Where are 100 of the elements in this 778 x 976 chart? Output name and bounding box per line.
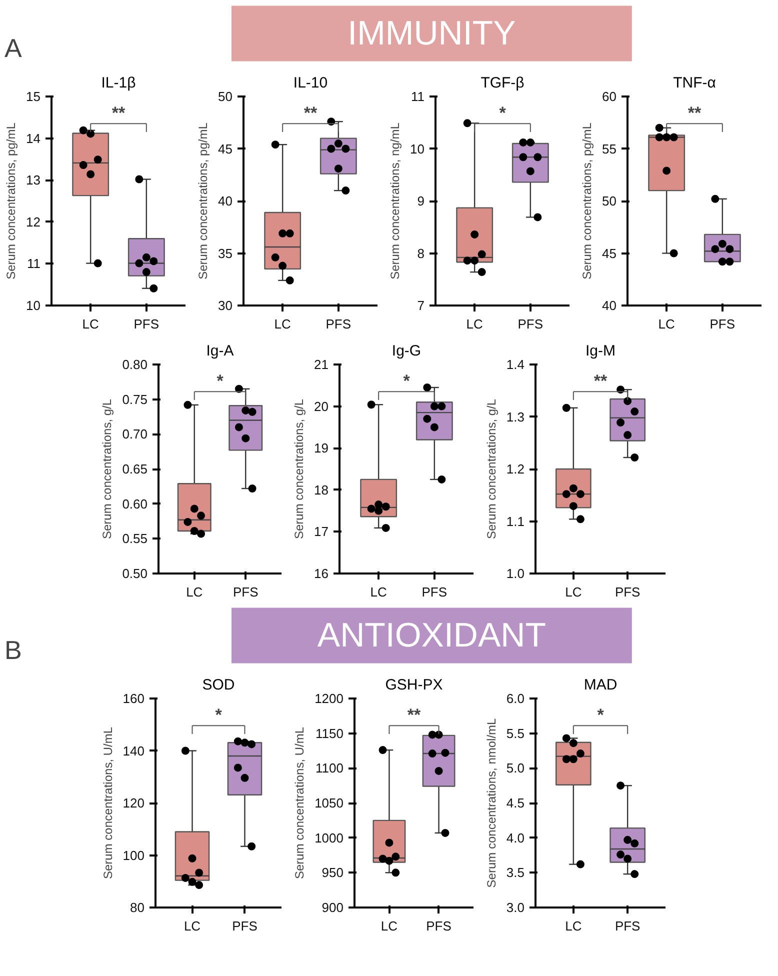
y-tick-label: 10 bbox=[26, 298, 41, 313]
chart-title: TGF-β bbox=[480, 74, 525, 92]
y-tick-label: 4.5 bbox=[506, 796, 525, 810]
x-tick-label: PFS bbox=[614, 584, 641, 600]
y-axis-title: Serum concentrations, nmol/mL bbox=[484, 718, 498, 888]
y-tick-label: 9 bbox=[417, 194, 425, 208]
y-tick-label: 8 bbox=[417, 246, 425, 261]
y-tick-label: 950 bbox=[322, 865, 344, 880]
y-tick-label: 900 bbox=[322, 900, 344, 915]
y-tick-label: 140 bbox=[122, 743, 145, 758]
annotation: * bbox=[499, 104, 506, 123]
y-tick-label: 5.5 bbox=[506, 726, 525, 741]
y-axis-title: Serum concentrations, ng/mL bbox=[388, 122, 402, 280]
y-tick-label: 0.65 bbox=[122, 462, 148, 476]
x-tick-label: LC bbox=[565, 584, 582, 600]
y-tick-label: 45 bbox=[218, 141, 233, 156]
x-tick-label: LC bbox=[658, 316, 675, 332]
y-tick-label: 1000 bbox=[314, 830, 344, 846]
chart-title: TNF-α bbox=[673, 74, 716, 92]
y-tick-label: 20 bbox=[314, 398, 329, 414]
x-tick-label: LC bbox=[370, 584, 387, 600]
x-tick-label: LC bbox=[82, 316, 99, 332]
y-tick-label: 5.0 bbox=[506, 760, 525, 776]
x-tick-label: LC bbox=[184, 918, 201, 934]
x-tick-label: PFS bbox=[518, 316, 544, 332]
annotation: ** bbox=[688, 104, 702, 123]
y-tick-label: 0.50 bbox=[122, 566, 148, 581]
y-axis-title: Serum concentrations, pg/mL bbox=[196, 122, 210, 280]
text: A bbox=[4, 33, 22, 64]
annotation: * bbox=[597, 706, 604, 725]
chart-title: Ig-G bbox=[392, 342, 422, 360]
y-tick-label: 19 bbox=[314, 440, 329, 456]
y-tick-label: 13 bbox=[26, 172, 41, 188]
y-tick-label: 11 bbox=[411, 89, 425, 104]
x-tick-label: PFS bbox=[710, 316, 736, 332]
annotation: ** bbox=[112, 104, 126, 123]
y-tick-label: 16 bbox=[314, 566, 329, 581]
x-tick-label: LC bbox=[565, 918, 582, 934]
y-tick-label: 14 bbox=[26, 130, 41, 146]
y-axis-title: Serum concentrations, g/L bbox=[484, 398, 498, 540]
y-tick-label: 55 bbox=[602, 141, 617, 156]
y-tick-label: 30 bbox=[218, 298, 233, 313]
y-tick-label: 35 bbox=[218, 246, 233, 261]
chart-title: Ig-M bbox=[586, 342, 616, 360]
text: B bbox=[4, 635, 22, 666]
y-tick-label: 0.70 bbox=[122, 426, 148, 442]
y-tick-label: 6.0 bbox=[506, 691, 525, 706]
chart-title: MAD bbox=[584, 676, 618, 694]
y-axis-title: Serum concentrations, U/mL bbox=[100, 726, 115, 880]
y-tick-label: 0.60 bbox=[122, 496, 148, 512]
y-tick-label: 1200 bbox=[314, 691, 344, 706]
x-tick-label: PFS bbox=[232, 918, 258, 934]
y-tick-label: 45 bbox=[602, 246, 617, 261]
y-tick-label: 1100 bbox=[316, 760, 344, 776]
y-axis-title: Serum concentrations, U/mL bbox=[292, 726, 307, 880]
x-tick-label: PFS bbox=[426, 918, 452, 934]
x-tick-label: LC bbox=[466, 316, 483, 332]
y-tick-label: 17 bbox=[314, 524, 329, 540]
x-tick-label: LC bbox=[186, 584, 203, 600]
y-tick-label: 1150 bbox=[316, 726, 344, 741]
x-tick-label: LC bbox=[380, 918, 398, 934]
x-tick-label: LC bbox=[274, 316, 291, 332]
y-tick-label: 1.1 bbox=[506, 514, 525, 529]
y-tick-label: 3.5 bbox=[506, 865, 525, 880]
y-tick-label: 4.0 bbox=[506, 830, 525, 846]
y-tick-label: 1.4 bbox=[506, 357, 525, 372]
y-tick-label: 50 bbox=[602, 194, 617, 208]
annotation: ** bbox=[304, 104, 318, 123]
annotation: ** bbox=[594, 372, 608, 391]
y-tick-label: 1.2 bbox=[506, 462, 525, 476]
annotation: * bbox=[403, 372, 410, 391]
text: ANTIOXIDANT bbox=[317, 616, 546, 654]
annotation: ** bbox=[407, 706, 421, 725]
y-tick-label: 160 bbox=[122, 691, 145, 706]
chart-title: SOD bbox=[202, 676, 235, 694]
y-axis-title: Serum concentrations, g/L bbox=[100, 398, 114, 540]
annotation: * bbox=[216, 372, 224, 391]
chart-title: IL-10 bbox=[293, 74, 328, 92]
text: IMMUNITY bbox=[348, 14, 516, 52]
y-tick-label: 1.3 bbox=[506, 409, 525, 424]
y-tick-label: 0.75 bbox=[122, 392, 148, 407]
chart-title: IL-1β bbox=[101, 74, 136, 92]
x-tick-label: PFS bbox=[614, 918, 641, 934]
y-tick-label: 3.0 bbox=[506, 900, 525, 915]
y-tick-label: 18 bbox=[314, 482, 329, 498]
y-tick-label: 0.55 bbox=[122, 531, 148, 546]
x-tick-label: PFS bbox=[422, 584, 448, 600]
y-tick-label: 0.80 bbox=[122, 357, 148, 372]
y-tick-label: 21 bbox=[314, 357, 329, 372]
y-tick-label: 12 bbox=[26, 214, 41, 230]
x-tick-label: PFS bbox=[326, 316, 352, 332]
chart-title: GSH-PX bbox=[385, 676, 443, 694]
y-tick-label: 15 bbox=[26, 89, 41, 104]
y-tick-label: 1050 bbox=[314, 796, 344, 810]
y-tick-label: 120 bbox=[122, 796, 145, 810]
y-tick-label: 40 bbox=[602, 298, 617, 313]
y-tick-label: 7 bbox=[417, 298, 425, 313]
y-tick-label: 1.0 bbox=[506, 566, 525, 581]
y-tick-label: 50 bbox=[218, 89, 233, 104]
y-tick-label: 10 bbox=[410, 141, 425, 156]
